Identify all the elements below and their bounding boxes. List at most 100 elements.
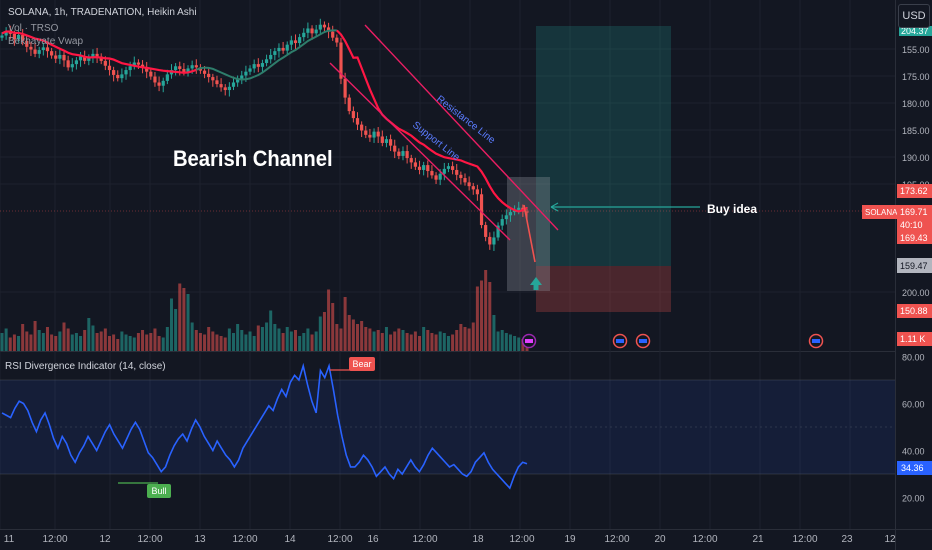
candle-body[interactable] <box>364 130 368 135</box>
candle-body[interactable] <box>124 70 128 75</box>
candle-body[interactable] <box>8 31 12 34</box>
candle-body[interactable] <box>397 151 401 156</box>
candle-body[interactable] <box>430 171 434 176</box>
candle-body[interactable] <box>372 131 376 138</box>
candle-body[interactable] <box>211 77 215 81</box>
candle-body[interactable] <box>256 64 260 67</box>
candle-body[interactable] <box>322 24 327 28</box>
candle-body[interactable] <box>293 40 298 44</box>
candle-body[interactable] <box>58 54 62 59</box>
candle-body[interactable] <box>310 28 314 34</box>
candle-body[interactable] <box>78 56 83 61</box>
candle-body[interactable] <box>153 76 157 83</box>
candle-body[interactable] <box>479 194 484 226</box>
candle-body[interactable] <box>4 31 8 36</box>
candle-body[interactable] <box>376 131 380 137</box>
candle-body[interactable] <box>422 165 426 170</box>
candle-body[interactable] <box>112 70 116 75</box>
candle-body[interactable] <box>83 56 87 61</box>
candle-body[interactable] <box>74 60 79 65</box>
candle-body[interactable] <box>215 80 219 85</box>
candle-body[interactable] <box>343 78 347 98</box>
candle-body[interactable] <box>41 47 45 51</box>
candle-body[interactable] <box>492 237 496 245</box>
candle-body[interactable] <box>277 47 281 52</box>
candle-body[interactable] <box>103 60 107 66</box>
stop-zone[interactable] <box>536 266 671 312</box>
candle-body[interactable] <box>54 55 58 59</box>
candle-body[interactable] <box>285 44 289 51</box>
candle-body[interactable] <box>471 186 475 190</box>
candle-body[interactable] <box>467 182 471 187</box>
candle-body[interactable] <box>298 37 302 44</box>
candle-body[interactable] <box>33 49 37 54</box>
candle-body[interactable] <box>145 67 149 72</box>
symbol-line[interactable]: SOLANA, 1h, TRADENATION, Heikin Ashi <box>8 7 197 18</box>
candle-body[interactable] <box>525 211 529 213</box>
candle-body[interactable] <box>244 71 248 76</box>
candle-body[interactable] <box>62 54 66 61</box>
currency-button[interactable]: USD <box>898 4 930 28</box>
candle-body[interactable] <box>488 236 492 245</box>
candle-body[interactable] <box>517 207 521 210</box>
candle-body[interactable] <box>484 225 488 237</box>
candle-body[interactable] <box>132 62 136 67</box>
candle-body[interactable] <box>360 124 364 131</box>
candle-body[interactable] <box>446 166 451 169</box>
volume-indicator-label[interactable]: Vol · TRSO <box>8 23 59 34</box>
candle-body[interactable] <box>207 73 211 78</box>
candle-body[interactable] <box>393 145 397 152</box>
candle-body[interactable] <box>380 136 384 143</box>
candle-body[interactable] <box>149 71 153 77</box>
candle-body[interactable] <box>66 60 70 68</box>
candle-body[interactable] <box>260 63 265 67</box>
candle-body[interactable] <box>0 35 4 38</box>
candle-body[interactable] <box>281 47 285 51</box>
channel-title[interactable]: Bearish Channel <box>173 147 333 171</box>
candle-body[interactable] <box>87 57 91 61</box>
candle-body[interactable] <box>355 118 360 125</box>
candle-body[interactable] <box>500 219 504 226</box>
resistance-line[interactable] <box>364 24 559 231</box>
candle-body[interactable] <box>16 34 21 40</box>
candle-body[interactable] <box>29 46 33 50</box>
candle-body[interactable] <box>50 51 54 56</box>
rsi-line[interactable] <box>1 362 528 490</box>
position-zones[interactable] <box>0 26 895 312</box>
candles[interactable] <box>0 18 529 251</box>
candle-body[interactable] <box>91 53 95 58</box>
candle-body[interactable] <box>236 78 240 83</box>
candle-body[interactable] <box>161 80 165 86</box>
candle-body[interactable] <box>45 47 50 52</box>
candle-body[interactable] <box>496 225 500 238</box>
candle-body[interactable] <box>368 134 372 138</box>
candle-body[interactable] <box>240 75 244 79</box>
candle-body[interactable] <box>434 175 438 180</box>
rsi-title[interactable]: RSI Divergence Indicator (14, close) <box>5 361 166 372</box>
candle-body[interactable] <box>136 62 141 65</box>
candle-body[interactable] <box>227 86 231 91</box>
vwap-indicator-label[interactable]: Bekhayate Vwap <box>8 36 83 47</box>
candle-body[interactable] <box>442 168 446 174</box>
candle-body[interactable] <box>289 40 293 45</box>
candle-body[interactable] <box>409 158 413 163</box>
candle-body[interactable] <box>186 68 190 73</box>
candle-body[interactable] <box>12 33 17 40</box>
candle-body[interactable] <box>190 65 194 69</box>
candle-body[interactable] <box>347 97 351 112</box>
candle-body[interactable] <box>351 111 355 119</box>
candle-body[interactable] <box>95 53 99 57</box>
candle-body[interactable] <box>273 51 277 55</box>
candle-body[interactable] <box>306 28 310 33</box>
candle-body[interactable] <box>248 68 252 72</box>
candle-body[interactable] <box>438 173 442 180</box>
candle-body[interactable] <box>182 68 186 73</box>
candle-body[interactable] <box>128 66 132 71</box>
candle-body[interactable] <box>302 32 306 38</box>
candle-body[interactable] <box>318 24 322 30</box>
candle-body[interactable] <box>252 64 256 69</box>
candle-body[interactable] <box>388 139 393 146</box>
candle-body[interactable] <box>21 34 25 41</box>
candle-body[interactable] <box>459 174 463 179</box>
